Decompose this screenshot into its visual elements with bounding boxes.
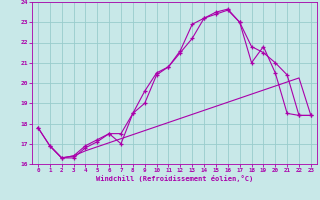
X-axis label: Windchill (Refroidissement éolien,°C): Windchill (Refroidissement éolien,°C) bbox=[96, 175, 253, 182]
